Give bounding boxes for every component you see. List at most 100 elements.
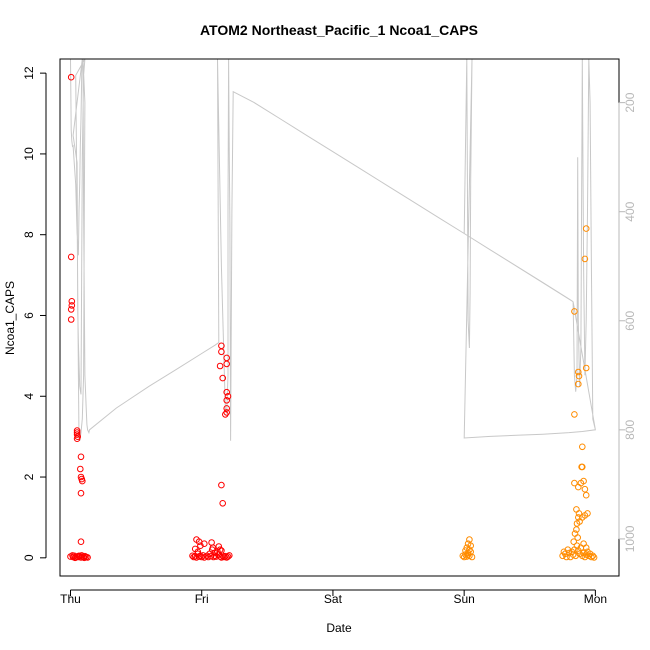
data-point-series-2 — [582, 491, 590, 499]
data-point-series-2 — [560, 548, 568, 556]
data-point-series-1 — [67, 253, 75, 261]
y-tick-label: 0 — [22, 554, 36, 561]
data-point-series-2 — [571, 411, 578, 418]
data-point-series-1 — [77, 538, 85, 546]
data-point-series-1 — [222, 552, 229, 560]
data-point-series-2 — [571, 479, 578, 487]
data-point-series-2 — [584, 510, 591, 517]
data-point-series-1 — [84, 554, 91, 561]
data-point-series-2 — [579, 463, 586, 471]
data-point-series-1 — [216, 362, 224, 370]
plot-frame — [59, 58, 620, 577]
x-tick-label: Sat — [324, 592, 343, 606]
data-point-series-1 — [223, 397, 230, 404]
x-axis-label: Date — [326, 621, 352, 635]
data-point-series-1 — [219, 500, 226, 507]
data-point-series-2 — [581, 255, 589, 263]
y-axis-label: Ncoa1_CAPS — [3, 281, 17, 355]
data-points-layer — [67, 73, 598, 562]
data-point-series-1 — [67, 316, 75, 323]
data-point-series-1 — [67, 306, 75, 313]
data-point-series-1 — [211, 549, 219, 557]
data-point-series-2 — [579, 443, 586, 451]
x-axis: Thu Fri Sat Sun Mon — [60, 589, 607, 606]
x-tick-label: Fri — [195, 592, 209, 606]
data-point-series-1 — [81, 554, 88, 562]
x-tick-label: Mon — [584, 592, 607, 606]
data-point-series-1 — [222, 411, 229, 418]
data-point-series-1 — [210, 553, 217, 561]
data-point-series-1 — [71, 554, 79, 562]
y-axis-right: 200 400 600 800 1000 — [618, 92, 637, 552]
data-point-series-1 — [223, 405, 230, 412]
data-point-series-1 — [79, 477, 86, 485]
data-point-series-1 — [218, 348, 225, 356]
data-point-series-1 — [67, 73, 75, 81]
data-point-series-2 — [581, 485, 589, 493]
data-point-series-2 — [582, 364, 590, 372]
data-point-series-2 — [464, 551, 472, 558]
data-point-series-2 — [573, 526, 580, 533]
data-point-series-1 — [218, 481, 225, 489]
y-tick-label: 12 — [22, 66, 36, 80]
data-point-series-1 — [216, 546, 224, 554]
y-right-tick-label: 400 — [623, 201, 637, 221]
data-point-series-2 — [580, 540, 587, 548]
data-point-series-1 — [224, 553, 232, 560]
depth-line — [70, 58, 596, 441]
data-point-series-1 — [224, 393, 232, 400]
data-point-series-1 — [73, 435, 81, 443]
data-point-series-2 — [575, 368, 582, 376]
data-point-series-1 — [223, 388, 230, 396]
data-point-series-1 — [77, 489, 85, 497]
data-point-series-2 — [567, 553, 574, 561]
data-point-series-2 — [573, 506, 580, 513]
data-point-series-2 — [582, 225, 590, 232]
y-axis: 0 2 4 6 8 10 12 — [22, 66, 47, 561]
data-point-series-2 — [575, 372, 583, 380]
data-point-series-2 — [574, 534, 582, 541]
data-point-series-1 — [219, 374, 226, 382]
data-point-series-1 — [226, 552, 233, 559]
data-point-series-2 — [589, 552, 597, 560]
data-point-series-1 — [197, 542, 204, 550]
data-point-series-2 — [575, 514, 582, 521]
y-tick-label: 4 — [22, 393, 36, 400]
data-point-series-1 — [218, 547, 225, 554]
y-tick-label: 6 — [22, 312, 36, 319]
data-point-series-1 — [77, 453, 85, 461]
data-point-series-2 — [564, 546, 572, 554]
data-point-series-1 — [208, 539, 215, 546]
y-tick-label: 10 — [22, 147, 36, 161]
depth-line-layer — [70, 58, 596, 441]
data-point-series-1 — [201, 540, 208, 548]
data-point-series-2 — [582, 544, 590, 552]
data-point-series-2 — [571, 308, 578, 315]
data-point-series-1 — [68, 302, 76, 309]
data-point-series-1 — [73, 427, 81, 434]
y-right-tick-label: 1000 — [623, 525, 637, 552]
data-point-series-1 — [68, 298, 76, 305]
y-right-tick-label: 600 — [623, 310, 637, 330]
y-right-tick-label: 200 — [623, 92, 637, 112]
data-point-series-1 — [194, 548, 202, 556]
data-point-series-2 — [588, 553, 595, 561]
y-right-tick-label: 800 — [623, 420, 637, 440]
data-point-series-2 — [570, 538, 578, 546]
data-point-series-1 — [77, 465, 84, 473]
y-tick-label: 8 — [22, 231, 36, 238]
data-point-series-2 — [575, 380, 582, 388]
data-point-series-2 — [590, 554, 598, 561]
data-point-series-2 — [575, 483, 582, 491]
x-tick-label: Thu — [60, 592, 81, 606]
y-tick-label: 2 — [22, 473, 36, 480]
data-point-series-1 — [223, 354, 230, 362]
x-tick-label: Sun — [453, 592, 474, 606]
chart-title: ATOM2 Northeast_Pacific_1 Ncoa1_CAPS — [200, 22, 478, 38]
data-point-series-2 — [580, 477, 587, 485]
data-point-series-2 — [466, 536, 473, 543]
data-point-series-2 — [467, 542, 475, 550]
data-point-series-1 — [80, 553, 87, 561]
data-point-series-1 — [223, 360, 230, 368]
